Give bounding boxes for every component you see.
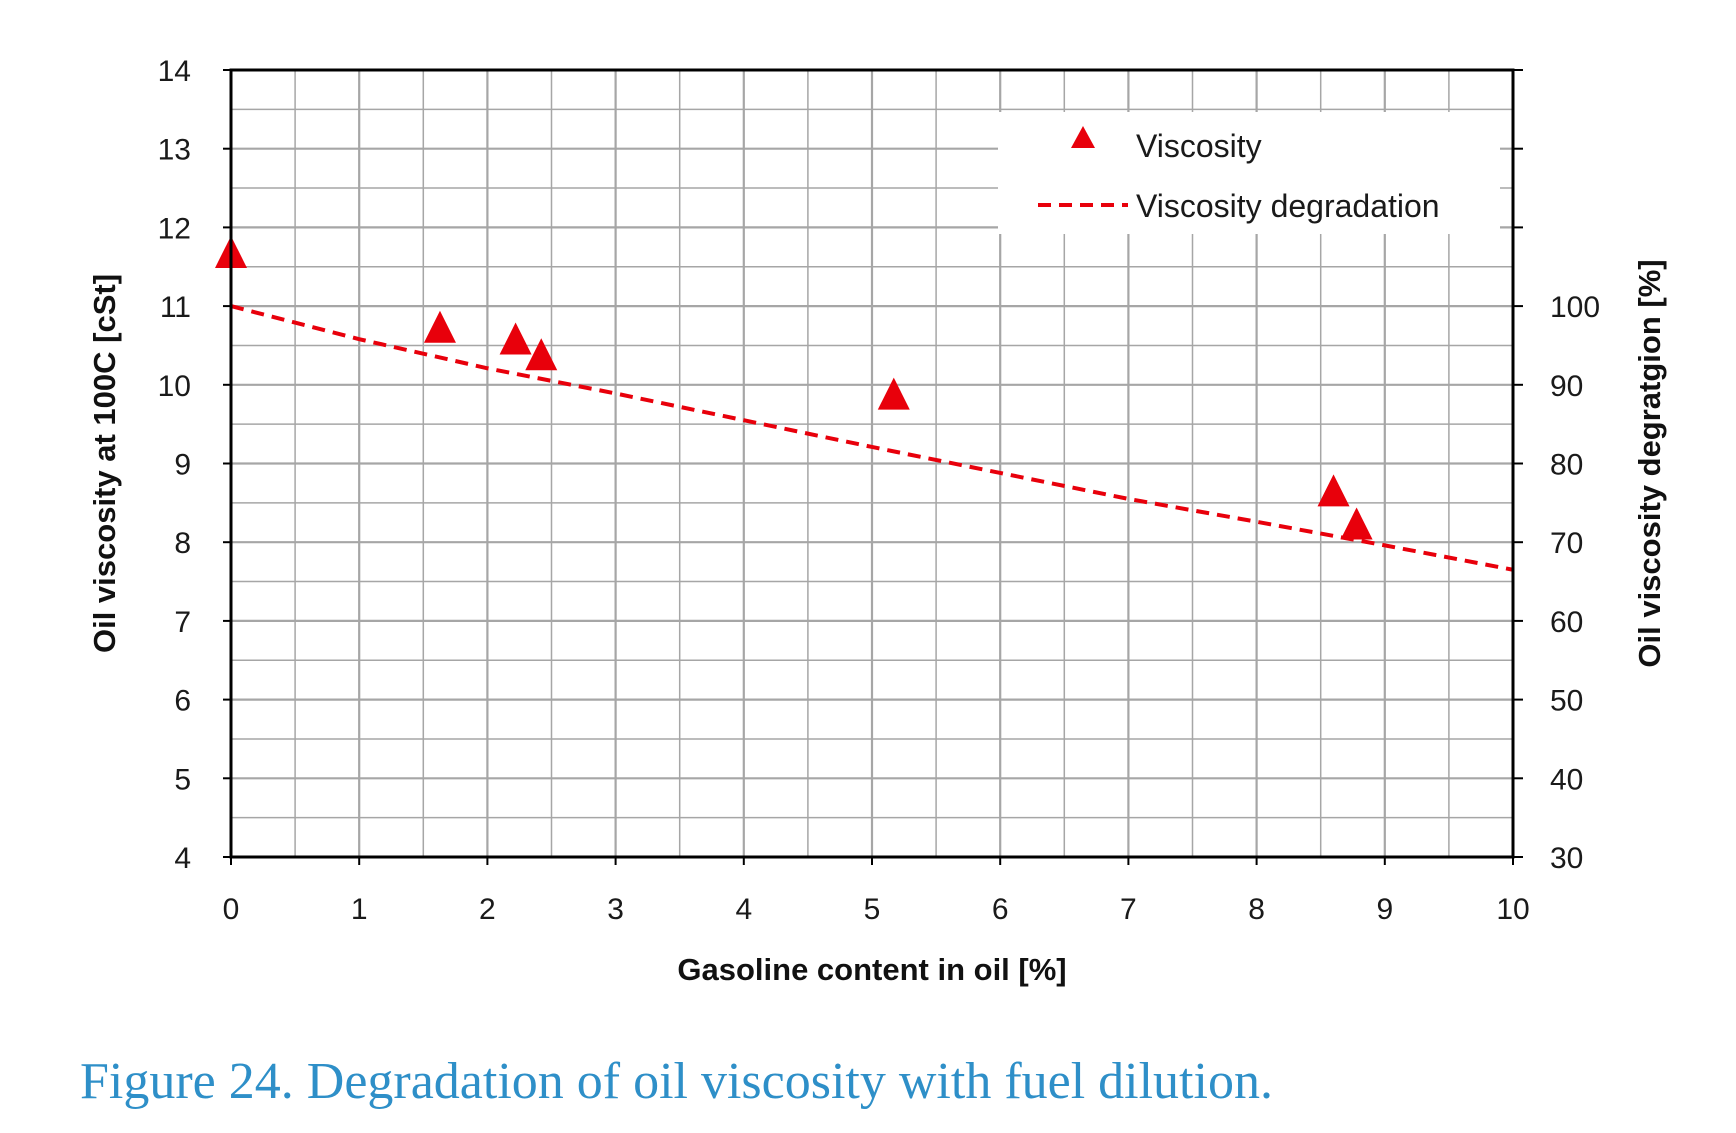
y2-tick-label: 50 [1550,685,1583,718]
x-axis-title: Gasoline content in oil [%] [677,952,1066,987]
x-tick-label: 7 [1120,893,1137,926]
y-tick-label: 9 [174,449,191,482]
x-tick-label: 0 [223,893,240,926]
x-tick-label: 8 [1248,893,1265,926]
data-point-viscosity [1317,474,1350,507]
y2-tick-label: 30 [1550,842,1583,875]
data-point-viscosity [499,322,532,355]
y2-axis-title: Oil viscosity degratgion [%] [1632,259,1667,667]
series-line-viscosity-degradation [230,304,1514,572]
x-tick-label: 9 [1376,893,1393,926]
y-tick-label: 8 [174,527,191,560]
legend-marker-viscosity [1071,126,1095,148]
x-tick-label: 1 [351,893,368,926]
y-tick-label: 5 [174,763,191,796]
y2-tick-label: 100 [1550,291,1600,324]
y-tick-label: 10 [158,370,191,403]
y2-tick-label: 60 [1550,606,1583,639]
x-tick-label: 6 [992,893,1009,926]
tick-labels: 0 1 2 3 4 5 6 7 8 9 104567891011121314304050607080… [158,55,1600,926]
y-tick-label: 4 [174,842,191,875]
y2-tick-label: 40 [1550,763,1583,796]
series-markers-viscosity [215,235,1373,540]
y-tick-label: 12 [158,212,191,245]
x-tick-label: 5 [864,893,881,926]
y2-tick-label: 80 [1550,449,1583,482]
legend: Viscosity Viscosity degradation [998,112,1500,234]
x-tick-label: 2 [479,893,496,926]
y-tick-label: 7 [174,606,191,639]
x-tick-label: 4 [735,893,752,926]
legend-label-viscosity: Viscosity [1136,128,1262,164]
legend-label-viscosity-degradation: Viscosity degradation [1136,188,1440,224]
x-tick-label: 10 [1496,893,1529,926]
y-axis-title: Oil viscosity at 100C [cSt] [87,274,122,653]
y-tick-label: 11 [160,291,191,324]
data-point-viscosity [423,310,456,343]
y-tick-label: 14 [158,55,191,88]
y-tick-label: 6 [174,685,191,718]
data-point-viscosity [525,338,558,371]
y2-tick-label: 90 [1550,370,1583,403]
y-tick-label: 13 [158,134,191,167]
data-point-viscosity [877,377,910,410]
figure-caption: Figure 24. Degradation of oil viscosity … [80,1053,1273,1110]
y2-tick-label: 70 [1550,527,1583,560]
data-point-viscosity [1340,507,1373,540]
x-tick-label: 3 [607,893,624,926]
